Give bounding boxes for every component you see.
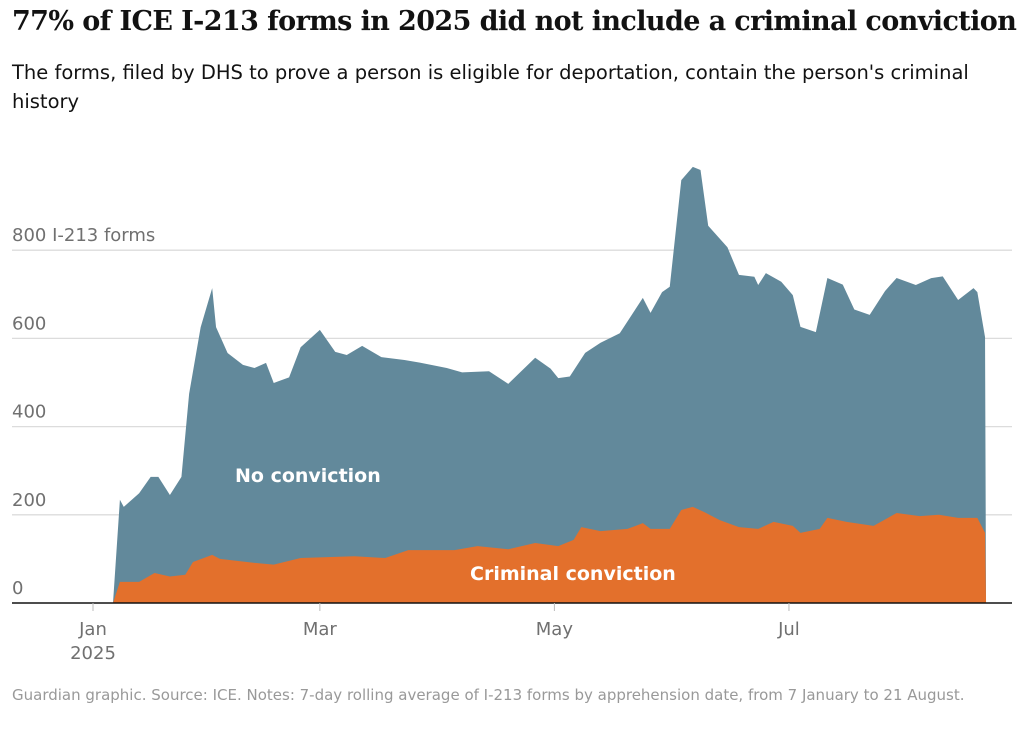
y-tick-label: 400	[12, 402, 46, 423]
chart-title: 77% of ICE I-213 forms in 2025 did not i…	[12, 6, 1017, 37]
x-tick-label: Mar	[303, 619, 338, 640]
series-label-criminal-conviction: Criminal conviction	[470, 563, 676, 585]
x-axis: Jan 2025 Mar May Jul	[12, 602, 1012, 664]
x-tick-sublabel: 2025	[70, 643, 116, 664]
x-tick-label: Jul	[777, 619, 800, 640]
x-tick-label: May	[536, 619, 574, 640]
source-note: Guardian graphic. Source: ICE. Notes: 7-…	[12, 686, 965, 704]
y-tick-label: 0	[12, 578, 23, 599]
y-tick-label: 800 I-213 forms	[12, 225, 155, 246]
x-tick-label: Jan	[78, 619, 107, 640]
area-no-conviction	[112, 166, 987, 603]
area-criminal-conviction	[112, 506, 987, 603]
chart-subtitle: The forms, filed by DHS to prove a perso…	[12, 61, 969, 113]
y-tick-label: 200	[12, 490, 46, 511]
y-tick-label: 600	[12, 313, 46, 334]
series-label-no-conviction: No conviction	[235, 465, 381, 487]
areas	[112, 166, 987, 603]
y-axis-labels: 0 200 400 600 800 I-213 forms	[12, 225, 155, 599]
